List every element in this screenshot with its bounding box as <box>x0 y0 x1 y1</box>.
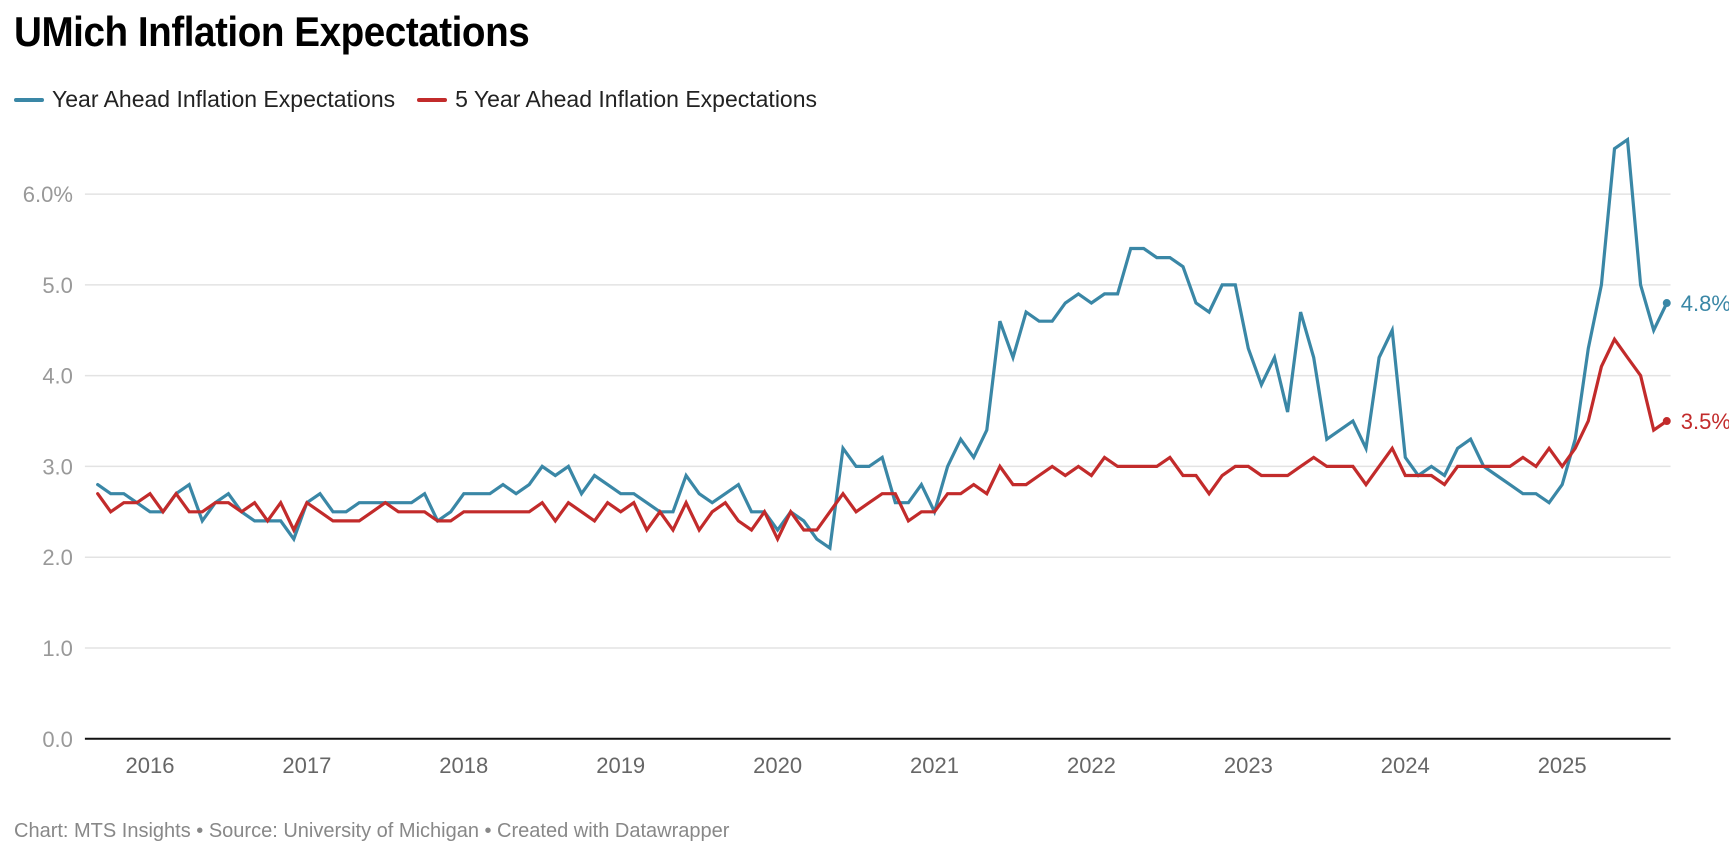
y-tick-label: 6.0% <box>23 182 73 207</box>
y-tick-label: 1.0 <box>42 636 73 661</box>
x-tick-label: 2022 <box>1067 753 1116 778</box>
legend-item-year-ahead: Year Ahead Inflation Expectations <box>14 86 395 113</box>
end-point-five-year <box>1662 417 1671 426</box>
legend-label-year-ahead: Year Ahead Inflation Expectations <box>52 86 396 112</box>
y-tick-label: 4.0 <box>42 364 73 389</box>
x-tick-label: 2018 <box>439 753 488 778</box>
x-tick-label: 2017 <box>282 753 331 778</box>
gridlines <box>84 193 1671 649</box>
x-tick-label: 2024 <box>1381 753 1430 778</box>
end-label-five-year: 3.5% <box>1681 409 1729 434</box>
series-lines <box>96 136 1671 551</box>
chart-title: UMich Inflation Expectations <box>14 8 530 55</box>
series-line-five-year <box>96 336 1669 543</box>
y-tick-label: 0.0 <box>42 727 73 752</box>
x-tick-label: 2025 <box>1538 753 1587 778</box>
y-axis-ticks: 0.0 1.0 2.0 3.0 4.0 5.0 6.0% <box>23 182 73 752</box>
y-tick-label: 3.0 <box>42 454 73 479</box>
end-point-year-ahead <box>1662 299 1671 308</box>
legend: Year Ahead Inflation Expectations 5 Year… <box>14 86 817 113</box>
legend-label-five-year: 5 Year Ahead Inflation Expectations <box>455 86 818 112</box>
end-labels: 4.8% 3.5% <box>1681 291 1729 434</box>
y-tick-label: 2.0 <box>42 545 73 570</box>
x-tick-label: 2016 <box>125 753 174 778</box>
legend-item-five-year: 5 Year Ahead Inflation Expectations <box>417 86 817 113</box>
x-axis-ticks: 2016 2017 2018 2019 2020 2021 2022 2023 2024 2025 <box>125 753 1586 778</box>
x-tick-label: 2021 <box>910 753 959 778</box>
x-tick-label: 2020 <box>753 753 802 778</box>
end-label-year-ahead: 4.8% <box>1681 291 1729 316</box>
x-tick-label: 2019 <box>596 753 645 778</box>
legend-swatch-year-ahead <box>14 97 44 102</box>
series-line-year-ahead <box>96 136 1669 551</box>
y-tick-label: 5.0 <box>42 273 73 298</box>
legend-swatch-five-year <box>417 97 448 102</box>
chart-footer: Chart: MTS Insights • Source: University… <box>14 820 730 842</box>
x-tick-label: 2023 <box>1224 753 1273 778</box>
